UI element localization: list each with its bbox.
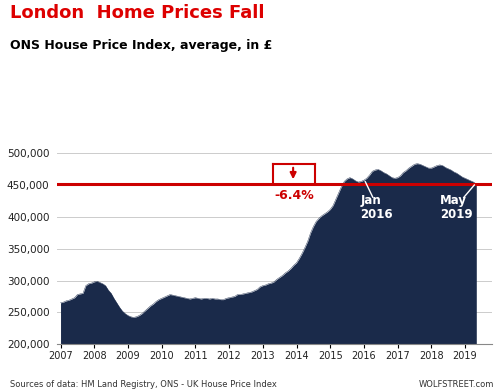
Text: Jan
2016: Jan 2016 [360, 194, 393, 221]
Text: London  Home Prices Fall: London Home Prices Fall [10, 4, 264, 22]
Text: WOLFSTREET.com: WOLFSTREET.com [419, 380, 495, 389]
Text: ONS House Price Index, average, in £: ONS House Price Index, average, in £ [10, 39, 272, 52]
Text: -6.4%: -6.4% [274, 189, 314, 202]
Text: Sources of data: HM Land Registry, ONS - UK House Price Index: Sources of data: HM Land Registry, ONS -… [10, 380, 277, 389]
Text: May
2019: May 2019 [440, 194, 473, 221]
